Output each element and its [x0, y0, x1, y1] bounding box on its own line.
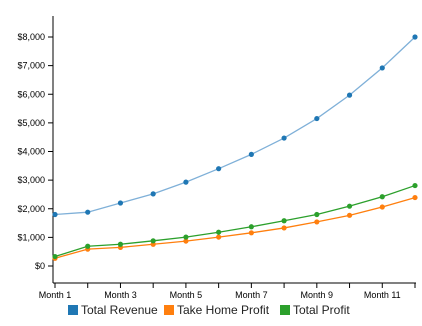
data-point-total-profit[interactable] [216, 229, 222, 235]
data-point-total-profit[interactable] [52, 253, 58, 260]
data-point-total-revenue[interactable] [248, 151, 254, 157]
data-point-total-revenue[interactable] [117, 200, 124, 206]
y-tick-label: $0 [35, 261, 45, 271]
y-tick-label: $6,000 [17, 89, 45, 99]
y-tick-label: $1,000 [17, 232, 45, 242]
legend-item-take-home-profit[interactable]: Take Home Profit [164, 303, 270, 317]
legend-swatch [164, 305, 174, 315]
y-tick-label: $2,000 [17, 204, 45, 214]
y-tick-label: $7,000 [17, 61, 45, 71]
legend-label: Total Profit [293, 303, 350, 317]
x-tick-label: Month 1 [39, 290, 72, 300]
x-tick-label: Month 3 [104, 290, 137, 300]
data-point-total-profit[interactable] [281, 218, 287, 224]
data-point-take-home-profit[interactable] [216, 234, 222, 240]
data-point-total-revenue[interactable] [150, 191, 156, 197]
y-tick-label: $8,000 [17, 32, 45, 42]
series-line-take-home-profit [54, 196, 416, 259]
data-point-total-revenue[interactable] [216, 166, 222, 172]
data-point-total-profit[interactable] [183, 234, 189, 240]
data-point-total-profit[interactable] [248, 224, 254, 230]
x-tick-label: Month 9 [301, 290, 334, 300]
data-point-total-revenue[interactable] [412, 34, 418, 40]
data-point-total-revenue[interactable] [314, 115, 320, 122]
data-point-total-profit[interactable] [150, 238, 156, 244]
data-point-total-profit[interactable] [412, 182, 418, 189]
legend-item-total-revenue[interactable]: Total Revenue [68, 303, 158, 317]
data-point-total-revenue[interactable] [379, 65, 385, 71]
data-point-take-home-profit[interactable] [412, 194, 418, 201]
legend-swatch [68, 305, 78, 315]
series-line-total-profit [54, 184, 416, 258]
data-point-take-home-profit[interactable] [281, 225, 287, 231]
series-lines [54, 36, 416, 259]
data-point-total-profit[interactable] [379, 194, 385, 200]
y-axis: $0 $1,000 $2,000 $3,000 $4,000 $5,000 $6,000 $7… [17, 16, 54, 283]
y-tick-label: $3,000 [17, 175, 45, 185]
data-point-total-profit[interactable] [117, 241, 124, 247]
legend-item-total-profit[interactable]: Total Profit [280, 303, 350, 317]
data-point-take-home-profit[interactable] [183, 238, 189, 244]
y-tick-label: $5,000 [17, 118, 45, 128]
series-points [52, 34, 418, 261]
data-point-take-home-profit[interactable] [314, 219, 320, 225]
data-point-total-profit[interactable] [85, 243, 91, 249]
x-axis: Month 1 Month 3 Month 5 Month 7 Month 9 Month… [39, 282, 416, 300]
data-point-total-profit[interactable] [346, 203, 353, 209]
data-point-total-revenue[interactable] [183, 179, 189, 185]
data-point-total-revenue[interactable] [85, 209, 91, 215]
series-line-total-revenue [54, 36, 416, 216]
data-point-total-revenue[interactable] [281, 135, 287, 141]
data-point-take-home-profit[interactable] [248, 230, 254, 236]
x-tick-label: Month 11 [364, 290, 401, 300]
data-point-total-profit[interactable] [314, 211, 320, 218]
legend: Total Revenue Take Home Profit Total Profi… [68, 303, 350, 317]
data-point-total-revenue[interactable] [346, 92, 353, 98]
x-tick-label: Month 7 [235, 290, 268, 300]
data-point-total-revenue[interactable] [52, 211, 58, 218]
legend-swatch [280, 305, 290, 315]
legend-label: Take Home Profit [177, 303, 270, 317]
x-tick-label: Month 5 [170, 290, 203, 300]
data-point-take-home-profit[interactable] [379, 204, 385, 210]
legend-label: Total Revenue [81, 303, 158, 317]
data-point-take-home-profit[interactable] [346, 212, 353, 218]
y-tick-label: $4,000 [17, 147, 45, 157]
